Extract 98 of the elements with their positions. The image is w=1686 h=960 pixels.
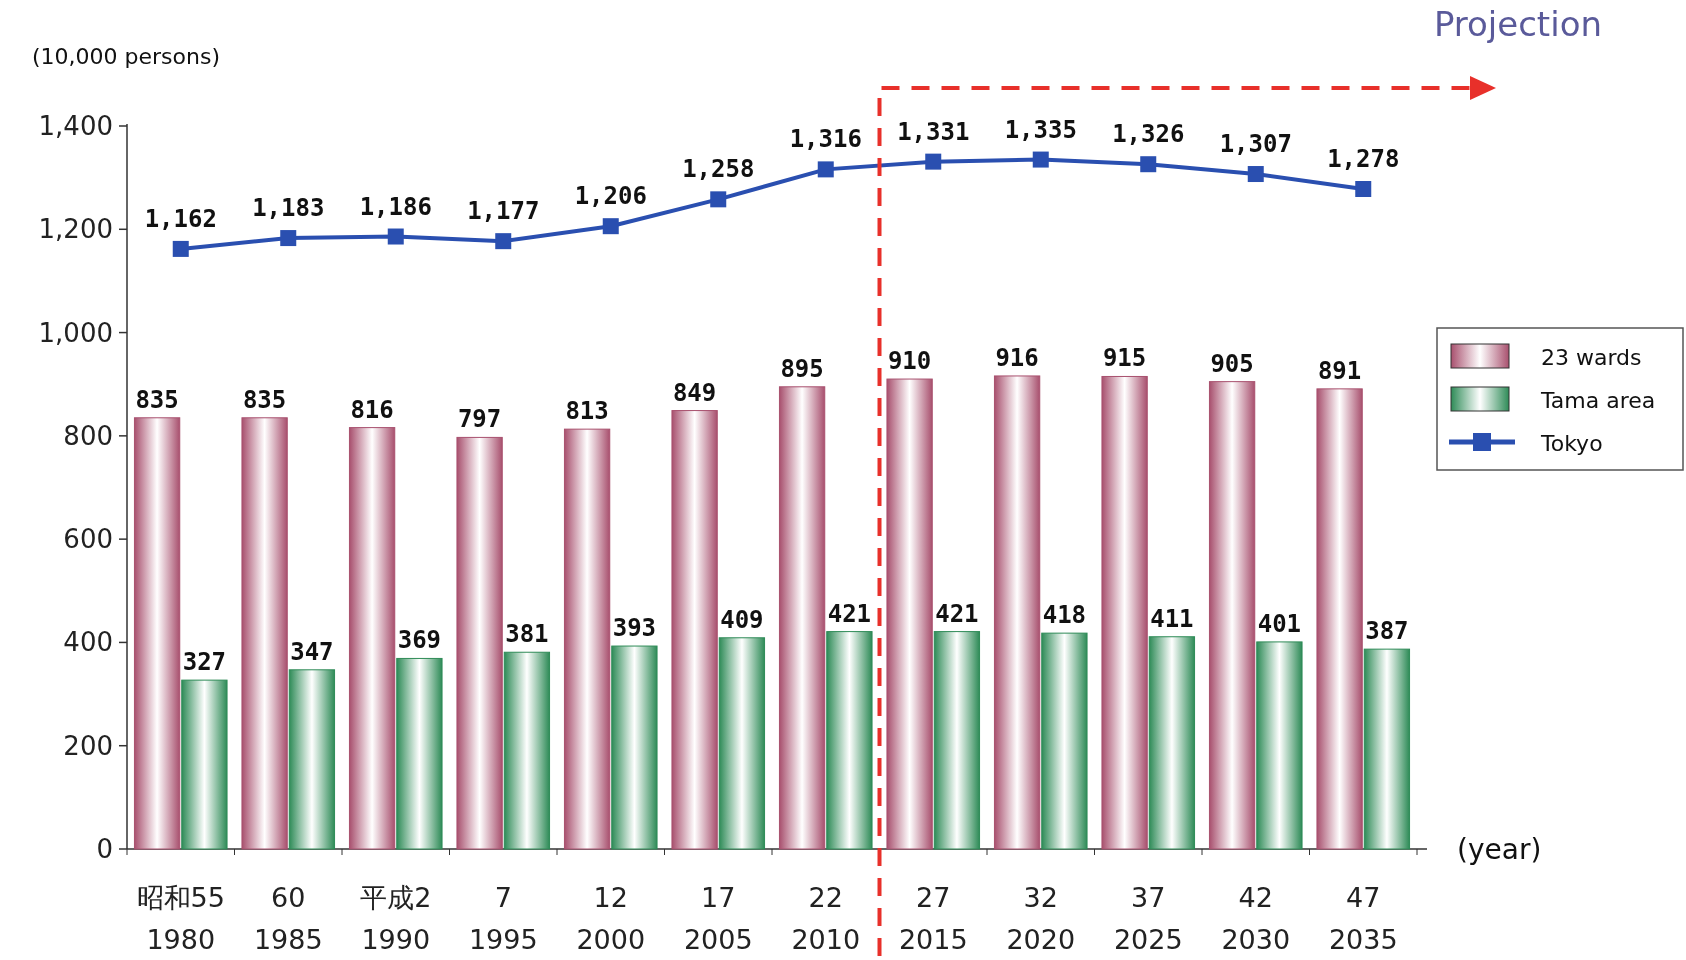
data-label: 905 — [1210, 349, 1254, 378]
x-tick-label: 17 2005 — [683, 882, 753, 955]
y-tick-label: 200 — [63, 730, 113, 761]
data-label: 1,183 — [252, 194, 325, 223]
data-label: 1,177 — [467, 197, 540, 226]
bar — [886, 378, 933, 850]
bar — [933, 631, 981, 850]
data-label: 916 — [995, 343, 1039, 372]
data-label: 347 — [290, 637, 334, 666]
bar — [563, 428, 611, 850]
x-tick-label: 22 2010 — [791, 882, 861, 955]
data-label: 1,186 — [359, 192, 432, 221]
data-label: 418 — [1042, 601, 1087, 630]
bar — [778, 386, 826, 850]
x-tick-label: 7 1995 — [468, 882, 538, 955]
data-label: 1,258 — [682, 155, 755, 184]
legend-label: Tama area — [1540, 388, 1656, 413]
data-label: 1,307 — [1219, 130, 1292, 159]
point — [280, 230, 297, 247]
bar — [718, 637, 766, 850]
point — [495, 233, 512, 250]
data-label: 401 — [1257, 609, 1302, 638]
data-label: 369 — [397, 626, 442, 655]
data-label: 891 — [1317, 356, 1362, 385]
x-tick-label: 昭和55 1980 — [136, 882, 225, 955]
data-label: 393 — [612, 614, 657, 643]
data-label: 1,162 — [144, 204, 217, 233]
y-axis-title: (10,000 persons) — [32, 44, 221, 69]
data-label: 411 — [1150, 604, 1194, 633]
bar — [1041, 632, 1088, 850]
y-tick-label: 1,400 — [38, 111, 113, 141]
data-label: 409 — [720, 605, 764, 634]
point — [387, 228, 404, 245]
data-label: 813 — [565, 397, 609, 426]
data-label: 1,316 — [789, 125, 862, 154]
x-tick-label: 60 1985 — [253, 882, 323, 955]
bar — [181, 679, 228, 850]
bar — [826, 631, 873, 850]
point — [1032, 151, 1049, 168]
x-tick-label: 42 2030 — [1221, 882, 1291, 955]
y-tick-label: 400 — [63, 627, 113, 658]
data-label: 910 — [887, 347, 932, 376]
point — [172, 240, 189, 257]
bar — [1101, 375, 1148, 850]
data-label: 816 — [350, 395, 394, 424]
legend-label: Tokyo — [1540, 431, 1603, 456]
y-tick-label: 1,200 — [38, 214, 113, 245]
bar — [1363, 648, 1411, 850]
point — [710, 191, 727, 208]
x-tick-label: 平成2 1990 — [360, 882, 432, 955]
bar — [611, 645, 658, 850]
text: Projection — [1433, 4, 1602, 44]
y-tick-label: 1,000 — [38, 317, 113, 348]
x-tick-label: 12 2000 — [576, 882, 646, 955]
point — [925, 153, 942, 170]
bar — [1208, 381, 1256, 850]
y-tick-label: 0 — [96, 834, 113, 864]
bar — [671, 410, 718, 850]
point — [1247, 166, 1264, 183]
bar — [456, 436, 503, 850]
point — [1355, 181, 1372, 197]
data-label: 381 — [505, 620, 549, 649]
data-label: 1,326 — [1112, 120, 1185, 149]
bar — [1316, 388, 1363, 850]
bar — [288, 669, 336, 850]
bar — [396, 657, 443, 850]
data-label: 915 — [1102, 344, 1147, 373]
bar — [348, 427, 396, 850]
bar — [1256, 641, 1303, 850]
data-label: 835 — [242, 385, 287, 414]
data-label: 1,206 — [574, 182, 647, 211]
bar — [241, 417, 288, 850]
point — [602, 218, 619, 235]
x-tick-label: 32 2020 — [1006, 882, 1076, 955]
data-label: 327 — [182, 648, 227, 677]
data-label: 387 — [1365, 617, 1409, 646]
bar — [1148, 636, 1196, 850]
bar — [133, 417, 181, 850]
data-label: 1,331 — [897, 117, 970, 146]
data-label: 1,278 — [1327, 145, 1400, 173]
data-label: 849 — [672, 378, 717, 407]
data-label: 797 — [457, 405, 502, 434]
x-tick-label: 47 2035 — [1328, 882, 1398, 955]
data-label: 1,335 — [1004, 115, 1077, 144]
y-tick-label: 800 — [63, 420, 113, 451]
x-tick-label: 37 2025 — [1113, 882, 1183, 955]
legend-label: 23 wards — [1541, 345, 1642, 370]
point — [817, 161, 834, 178]
x-tick-label: 27 2015 — [898, 882, 968, 955]
x-axis-title: (year) — [1457, 833, 1542, 866]
data-label: 895 — [780, 354, 824, 383]
data-label: 421 — [935, 599, 979, 628]
data-label: 421 — [827, 599, 872, 628]
data-label: 835 — [135, 385, 179, 414]
y-tick-label: 600 — [63, 524, 113, 555]
bar — [503, 651, 551, 850]
point — [1140, 156, 1157, 173]
bar — [993, 375, 1041, 850]
